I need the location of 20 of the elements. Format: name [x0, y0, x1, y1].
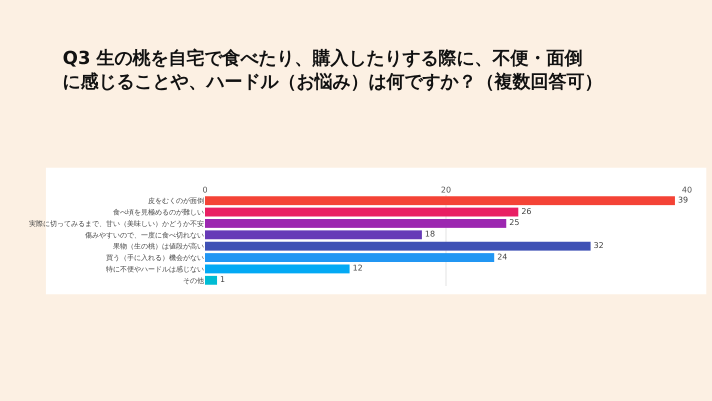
data-label: 32	[594, 240, 604, 250]
data-label: 26	[521, 206, 532, 216]
bar	[205, 208, 518, 216]
bar	[205, 242, 591, 251]
chart-title: Q3 生の桃を自宅で食べたり、購入したりする際に、不便・面倒に感じることや、ハードル（お悩み）は何ですか？（複数回答可）	[62, 48, 603, 93]
bar	[205, 219, 506, 228]
x-tick-label: 0	[202, 185, 208, 194]
data-label: 39	[678, 195, 688, 204]
data-label: 25	[509, 218, 520, 228]
data-label: 12	[352, 264, 363, 273]
bar	[205, 230, 422, 240]
data-label: 1	[220, 275, 226, 284]
x-tick-label: 40	[682, 185, 692, 194]
bar	[205, 196, 675, 206]
bar	[205, 253, 494, 262]
x-tick-label: 20	[440, 185, 452, 194]
data-label: 18	[424, 230, 436, 239]
bar	[205, 264, 350, 274]
bar	[205, 276, 218, 285]
data-label: 24	[497, 252, 508, 262]
